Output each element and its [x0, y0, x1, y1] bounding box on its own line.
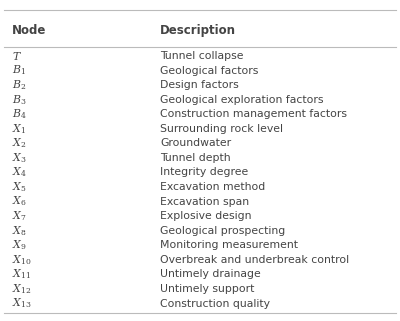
Text: $X_{2}$: $X_{2}$ — [12, 136, 26, 150]
Text: $X_{9}$: $X_{9}$ — [12, 239, 27, 252]
Text: Untimely drainage: Untimely drainage — [160, 269, 261, 279]
Text: $X_{6}$: $X_{6}$ — [12, 195, 27, 209]
Text: Untimely support: Untimely support — [160, 284, 254, 294]
Text: Node: Node — [12, 24, 46, 37]
Text: $B_{4}$: $B_{4}$ — [12, 107, 27, 121]
Text: Integrity degree: Integrity degree — [160, 168, 248, 178]
Text: $X_{12}$: $X_{12}$ — [12, 282, 32, 296]
Text: Construction management factors: Construction management factors — [160, 109, 347, 119]
Text: $X_{10}$: $X_{10}$ — [12, 253, 32, 267]
Text: Tunnel collapse: Tunnel collapse — [160, 51, 244, 61]
Text: $X_{4}$: $X_{4}$ — [12, 166, 27, 179]
Text: $B_{1}$: $B_{1}$ — [12, 64, 26, 77]
Text: $T$: $T$ — [12, 50, 22, 62]
Text: Excavation method: Excavation method — [160, 182, 265, 192]
Text: Tunnel depth: Tunnel depth — [160, 153, 231, 163]
Text: Design factors: Design factors — [160, 80, 239, 90]
Text: $B_{2}$: $B_{2}$ — [12, 78, 26, 92]
Text: Overbreak and underbreak control: Overbreak and underbreak control — [160, 255, 349, 265]
Text: Description: Description — [160, 24, 236, 37]
Text: $X_{11}$: $X_{11}$ — [12, 267, 31, 281]
Text: Geological prospecting: Geological prospecting — [160, 226, 285, 236]
Text: Construction quality: Construction quality — [160, 299, 270, 308]
Text: $X_{1}$: $X_{1}$ — [12, 122, 26, 136]
Text: Explosive design: Explosive design — [160, 211, 252, 221]
Text: Monitoring measurement: Monitoring measurement — [160, 240, 298, 250]
Text: $B_{3}$: $B_{3}$ — [12, 93, 26, 107]
Text: $X_{3}$: $X_{3}$ — [12, 151, 27, 165]
Text: Surrounding rock level: Surrounding rock level — [160, 124, 283, 134]
Text: $X_{7}$: $X_{7}$ — [12, 209, 27, 223]
Text: Geological exploration factors: Geological exploration factors — [160, 95, 324, 105]
Text: Geological factors: Geological factors — [160, 65, 258, 75]
Text: $X_{5}$: $X_{5}$ — [12, 180, 27, 194]
Text: $X_{13}$: $X_{13}$ — [12, 297, 32, 310]
Text: Excavation span: Excavation span — [160, 196, 249, 207]
Text: Groundwater: Groundwater — [160, 138, 231, 148]
Text: $X_{8}$: $X_{8}$ — [12, 224, 27, 238]
